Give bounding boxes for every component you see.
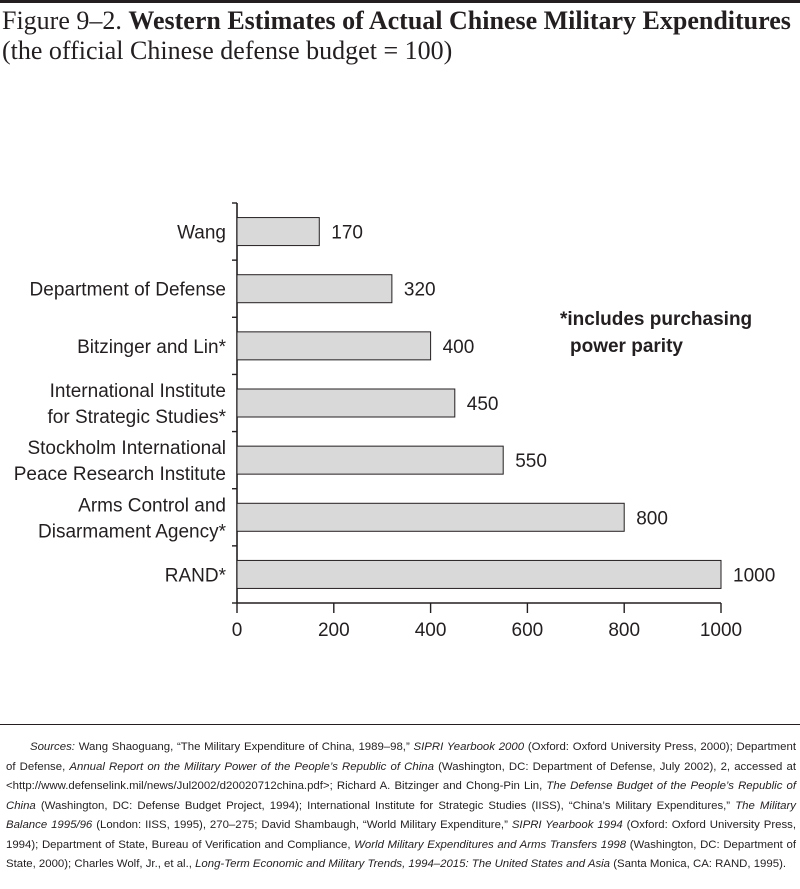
bar-value-label: 320 <box>404 280 436 301</box>
x-tick-label: 400 <box>415 620 447 641</box>
bar-value-label: 550 <box>515 451 547 472</box>
sources-segment: (Washington, DC: Department of State, 20… <box>6 838 796 871</box>
bar-value-label: 450 <box>467 394 499 415</box>
category-label: Wang <box>177 223 226 244</box>
category-label: Disarmament Agency* <box>38 521 227 542</box>
category-label: Arms Control and <box>78 495 226 516</box>
sources-segment: Annual Report on the Military Power of t… <box>69 760 434 773</box>
x-tick-label: 800 <box>608 620 640 641</box>
bar <box>236 445 504 475</box>
category-label: Stockholm International <box>27 438 226 459</box>
figure-label: Figure 9–2. <box>2 6 122 35</box>
sources-note: Sources: Wang Shaoguang, “The Military E… <box>6 738 796 875</box>
category-label: Bitzinger and Lin* <box>77 337 227 358</box>
sources-segment: SIPRI Yearbook 1994 <box>511 819 623 831</box>
figure-subtitle: (the official Chinese defense budget = 1… <box>2 36 453 65</box>
bar <box>236 502 625 532</box>
bar-value-label: 800 <box>636 508 668 529</box>
bar-chart: 0 200 400 600 800 1000 170 Wang 320 Department of… <box>14 202 775 641</box>
sources-segment: The Defense Budget of the People’s Repub… <box>6 780 796 812</box>
sources-segment: (London: IISS, 1995), 270–275; David Sha… <box>92 819 512 831</box>
sources-segment: (Washington, DC: Department of Defense, … <box>6 760 796 793</box>
sources-segment: The Military Balance 1995/96 <box>6 799 796 832</box>
x-tick-label: 200 <box>318 620 350 641</box>
sources-segment: (Washington, DC: Defense Budget Project,… <box>35 799 736 812</box>
x-tick-label: 600 <box>512 620 544 641</box>
bar <box>236 388 456 418</box>
bar <box>236 331 432 361</box>
bottom-rule <box>0 724 800 725</box>
figure-title: Figure 9–2. Western Estimates of Actual … <box>2 6 798 66</box>
sources-segment: Long-Term Economic and Military Trends, … <box>195 858 611 870</box>
sources-segment: (Santa Monica, CA: RAND, 1995). <box>610 858 787 870</box>
note-line-2: power parity <box>570 336 683 357</box>
bar <box>236 274 393 304</box>
bar-value-label: 400 <box>443 337 475 358</box>
x-tick-label: 1000 <box>700 620 742 641</box>
bar-value-label: 170 <box>331 223 363 244</box>
category-label: RAND* <box>165 565 227 586</box>
bar <box>236 559 722 589</box>
x-tick-label: 0 <box>232 620 243 641</box>
sources-segment: Sources: <box>30 741 75 753</box>
note-line-1: *includes purchasing <box>560 309 753 330</box>
top-rule <box>0 0 800 3</box>
category-label: International Institute <box>50 381 226 402</box>
figure-main-title: Western Estimates of Actual Chinese Mili… <box>128 6 791 35</box>
category-label: Peace Research Institute <box>14 464 226 485</box>
chart-note: *includes purchasing power parity <box>560 306 752 360</box>
sources-segment: (Oxford: Oxford University Press, 1994);… <box>6 819 796 851</box>
category-label: Department of Defense <box>30 280 226 301</box>
sources-segment: World Military Expenditures and Arms Tra… <box>354 838 627 851</box>
sources-segment: SIPRI Yearbook 2000 <box>413 741 525 753</box>
sources-segment: Wang Shaoguang, “The Military Expenditur… <box>74 741 414 753</box>
category-label: for Strategic Studies* <box>48 407 227 428</box>
bar <box>236 217 320 247</box>
sources-segment: (Oxford: Oxford University Press, 2000);… <box>6 741 797 773</box>
bar-value-label: 1000 <box>733 565 775 586</box>
